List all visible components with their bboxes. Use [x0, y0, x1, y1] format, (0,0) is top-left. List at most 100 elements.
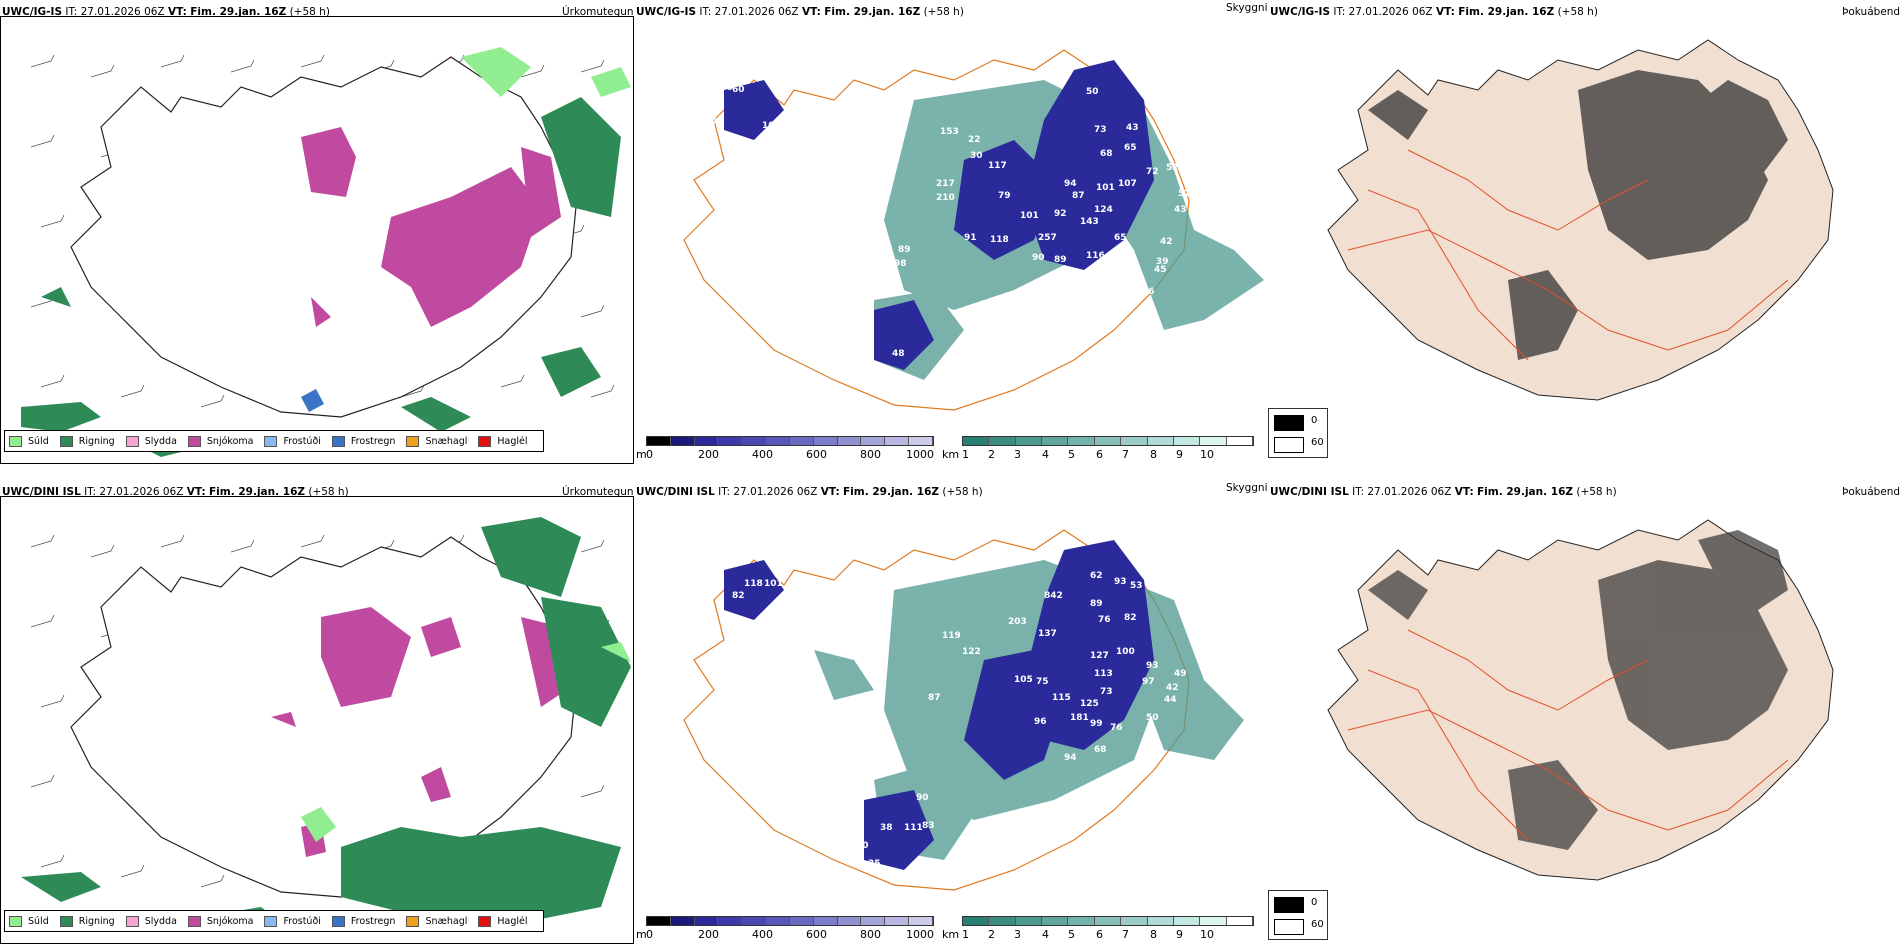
colorbar-tick: 2: [988, 448, 995, 461]
legend-item-sleet: Slydda: [125, 915, 177, 927]
colorbar-tick: 4: [1042, 448, 1049, 461]
colorbar-tick: 200: [698, 448, 719, 461]
colorbar-tick: 9: [1176, 928, 1183, 941]
cloud-base-label: 94: [1064, 179, 1077, 189]
legend-item-rain: Rigning: [59, 915, 115, 927]
legend-item-drizzle: Súld: [9, 915, 49, 927]
cloud-base-label: 33: [720, 553, 733, 563]
cloud-base-label: 90: [704, 117, 717, 127]
cloud-base-label: 73: [1100, 687, 1113, 697]
panel-title: Úrkomutegund: [562, 486, 634, 498]
cloud-base-label: 116: [1086, 251, 1105, 261]
ceiling-shading: [724, 540, 1154, 870]
colorbar-tick: 5: [1068, 928, 1075, 941]
legend-swatch: [59, 435, 73, 447]
rain-areas: [21, 517, 631, 932]
colorbar-unit: km: [942, 928, 960, 941]
precip-type-panel: UWC/DINI ISL IT: 27.01.2026 06Z VT: Fim.…: [0, 480, 634, 950]
fog-legend-label: 0: [1311, 897, 1318, 908]
precip-map: [0, 16, 634, 464]
drizzle-areas: [461, 47, 631, 97]
colorbar-tick: 0: [646, 928, 653, 941]
cloud-base-label: 65: [1114, 233, 1127, 243]
colorbar-tick: 400: [752, 928, 773, 941]
cloud-base-numbers: 67 118 101 82 33 842 203 119 122 137 62 …: [720, 553, 1187, 869]
legend-swatch: [264, 435, 278, 447]
cloud-base-label: 72: [1146, 167, 1159, 177]
colorbar-tick: 600: [806, 448, 827, 461]
cloud-base-label: 87: [1072, 191, 1085, 201]
cloud-base-label: 87: [928, 693, 941, 703]
cloud-base-label: 68: [1070, 313, 1083, 323]
cloud-base-label: 125: [1080, 699, 1099, 709]
panel-header: UWC/DINI ISL IT: 27.01.2026 06Z VT: Fim.…: [2, 486, 349, 498]
colorbar-tick: 0: [646, 448, 653, 461]
colorbar-tick: 5: [1068, 448, 1075, 461]
cloud-base-label: 100: [714, 83, 733, 93]
cloud-base-label: 97: [1142, 677, 1155, 687]
cloud-base-label: 87: [874, 367, 887, 377]
cloud-base-label: 43: [1174, 205, 1187, 215]
legend-swatch: [478, 435, 492, 447]
fog-map-svg: [1327, 39, 1834, 401]
cloud-base-label: 44: [1140, 739, 1153, 749]
legend-item-hail: Haglél: [478, 915, 528, 927]
colorbar-tick: 3: [1014, 928, 1021, 941]
colorbar-tick: 10: [1200, 448, 1214, 461]
cloud-base-label: 40: [856, 841, 869, 851]
cloud-base-label: 100: [1116, 647, 1135, 657]
cloud-base-label: 90: [916, 793, 929, 803]
colorbar-tick: 800: [860, 448, 881, 461]
fog-legend-swatch: [1274, 919, 1304, 935]
visibility-map: 60 100 103 90 153 22 30 217 210 79 101 9…: [634, 40, 1268, 430]
fog-map: [1308, 30, 1868, 430]
cloud-base-label: 117: [988, 161, 1007, 171]
cloud-base-label: 124: [1094, 205, 1113, 215]
cloud-base-label: 107: [1118, 179, 1137, 189]
visibility-panel: UWC/IG-IS IT: 27.01.2026 06Z VT: Fim. 29…: [634, 0, 1268, 470]
fog-map: [1308, 510, 1868, 910]
cloud-base-label: 143: [1080, 217, 1099, 227]
legend-item-freezing-drizzle: Frostúði: [264, 915, 321, 927]
cloud-base-label: 76: [1110, 723, 1123, 733]
legend-item-sleet: Slydda: [125, 435, 177, 447]
cloud-base-label: 115: [1052, 693, 1071, 703]
legend-swatch: [187, 435, 201, 447]
cloud-base-label: 62: [1090, 571, 1103, 581]
cloud-base-label: 45: [1154, 265, 1167, 275]
cloud-base-label: 68: [1100, 149, 1113, 159]
cloud-base-label: 49: [1174, 669, 1187, 679]
panel-header: UWC/IG-IS IT: 27.01.2026 06Z VT: Fim. 29…: [636, 6, 964, 18]
colorbar-tick: 6: [1096, 928, 1103, 941]
legend-item-snow-pellets: Snæhagl: [406, 435, 467, 447]
cloud-base-label: 89: [1054, 255, 1067, 265]
colorbar-unit: m: [636, 448, 647, 461]
cloud-base-label: 44: [1164, 695, 1177, 705]
fog-legend-swatch: [1274, 437, 1304, 453]
panel-title: Þokuábendi: [1842, 6, 1900, 18]
cloud-base-label: 96: [1034, 717, 1047, 727]
colorbar-tick: 400: [752, 448, 773, 461]
legend-item-rain: Rigning: [59, 435, 115, 447]
cloud-base-label: 65: [1124, 143, 1137, 153]
panel-header: UWC/IG-IS IT: 27.01.2026 06Z VT: Fim. 29…: [2, 6, 330, 18]
rain-areas: [21, 97, 621, 457]
colorbar-unit: km: [942, 448, 960, 461]
fog-legend-label: 0: [1311, 415, 1318, 426]
precip-map: [0, 496, 634, 944]
cloud-base-label: 113: [1094, 669, 1113, 679]
colorbar-tick: 800: [860, 928, 881, 941]
legend-item-freezing-rain: Frostregn: [331, 915, 395, 927]
panel-header: UWC/IG-IS IT: 27.01.2026 06Z VT: Fim. 29…: [1270, 6, 1598, 18]
cloud-base-label: 50: [1146, 713, 1159, 723]
cloud-base-numbers: 60 100 103 90 153 22 30 217 210 79 101 9…: [704, 83, 1191, 403]
cloud-base-label: 30: [970, 151, 983, 161]
fog-panel: UWC/DINI ISL IT: 27.01.2026 06Z VT: Fim.…: [1268, 480, 1900, 950]
legend-swatch: [406, 435, 420, 447]
legend-swatch: [478, 915, 492, 927]
fog-shading: [1368, 530, 1788, 850]
ceiling-colorbar: m 0 200 400 600 800 1000: [634, 436, 934, 464]
forecast-row-bottom: UWC/DINI ISL IT: 27.01.2026 06Z VT: Fim.…: [0, 480, 1900, 950]
ceiling-colorbar: m 0 200 400 600 800 1000: [634, 916, 934, 944]
legend-swatch: [331, 915, 345, 927]
